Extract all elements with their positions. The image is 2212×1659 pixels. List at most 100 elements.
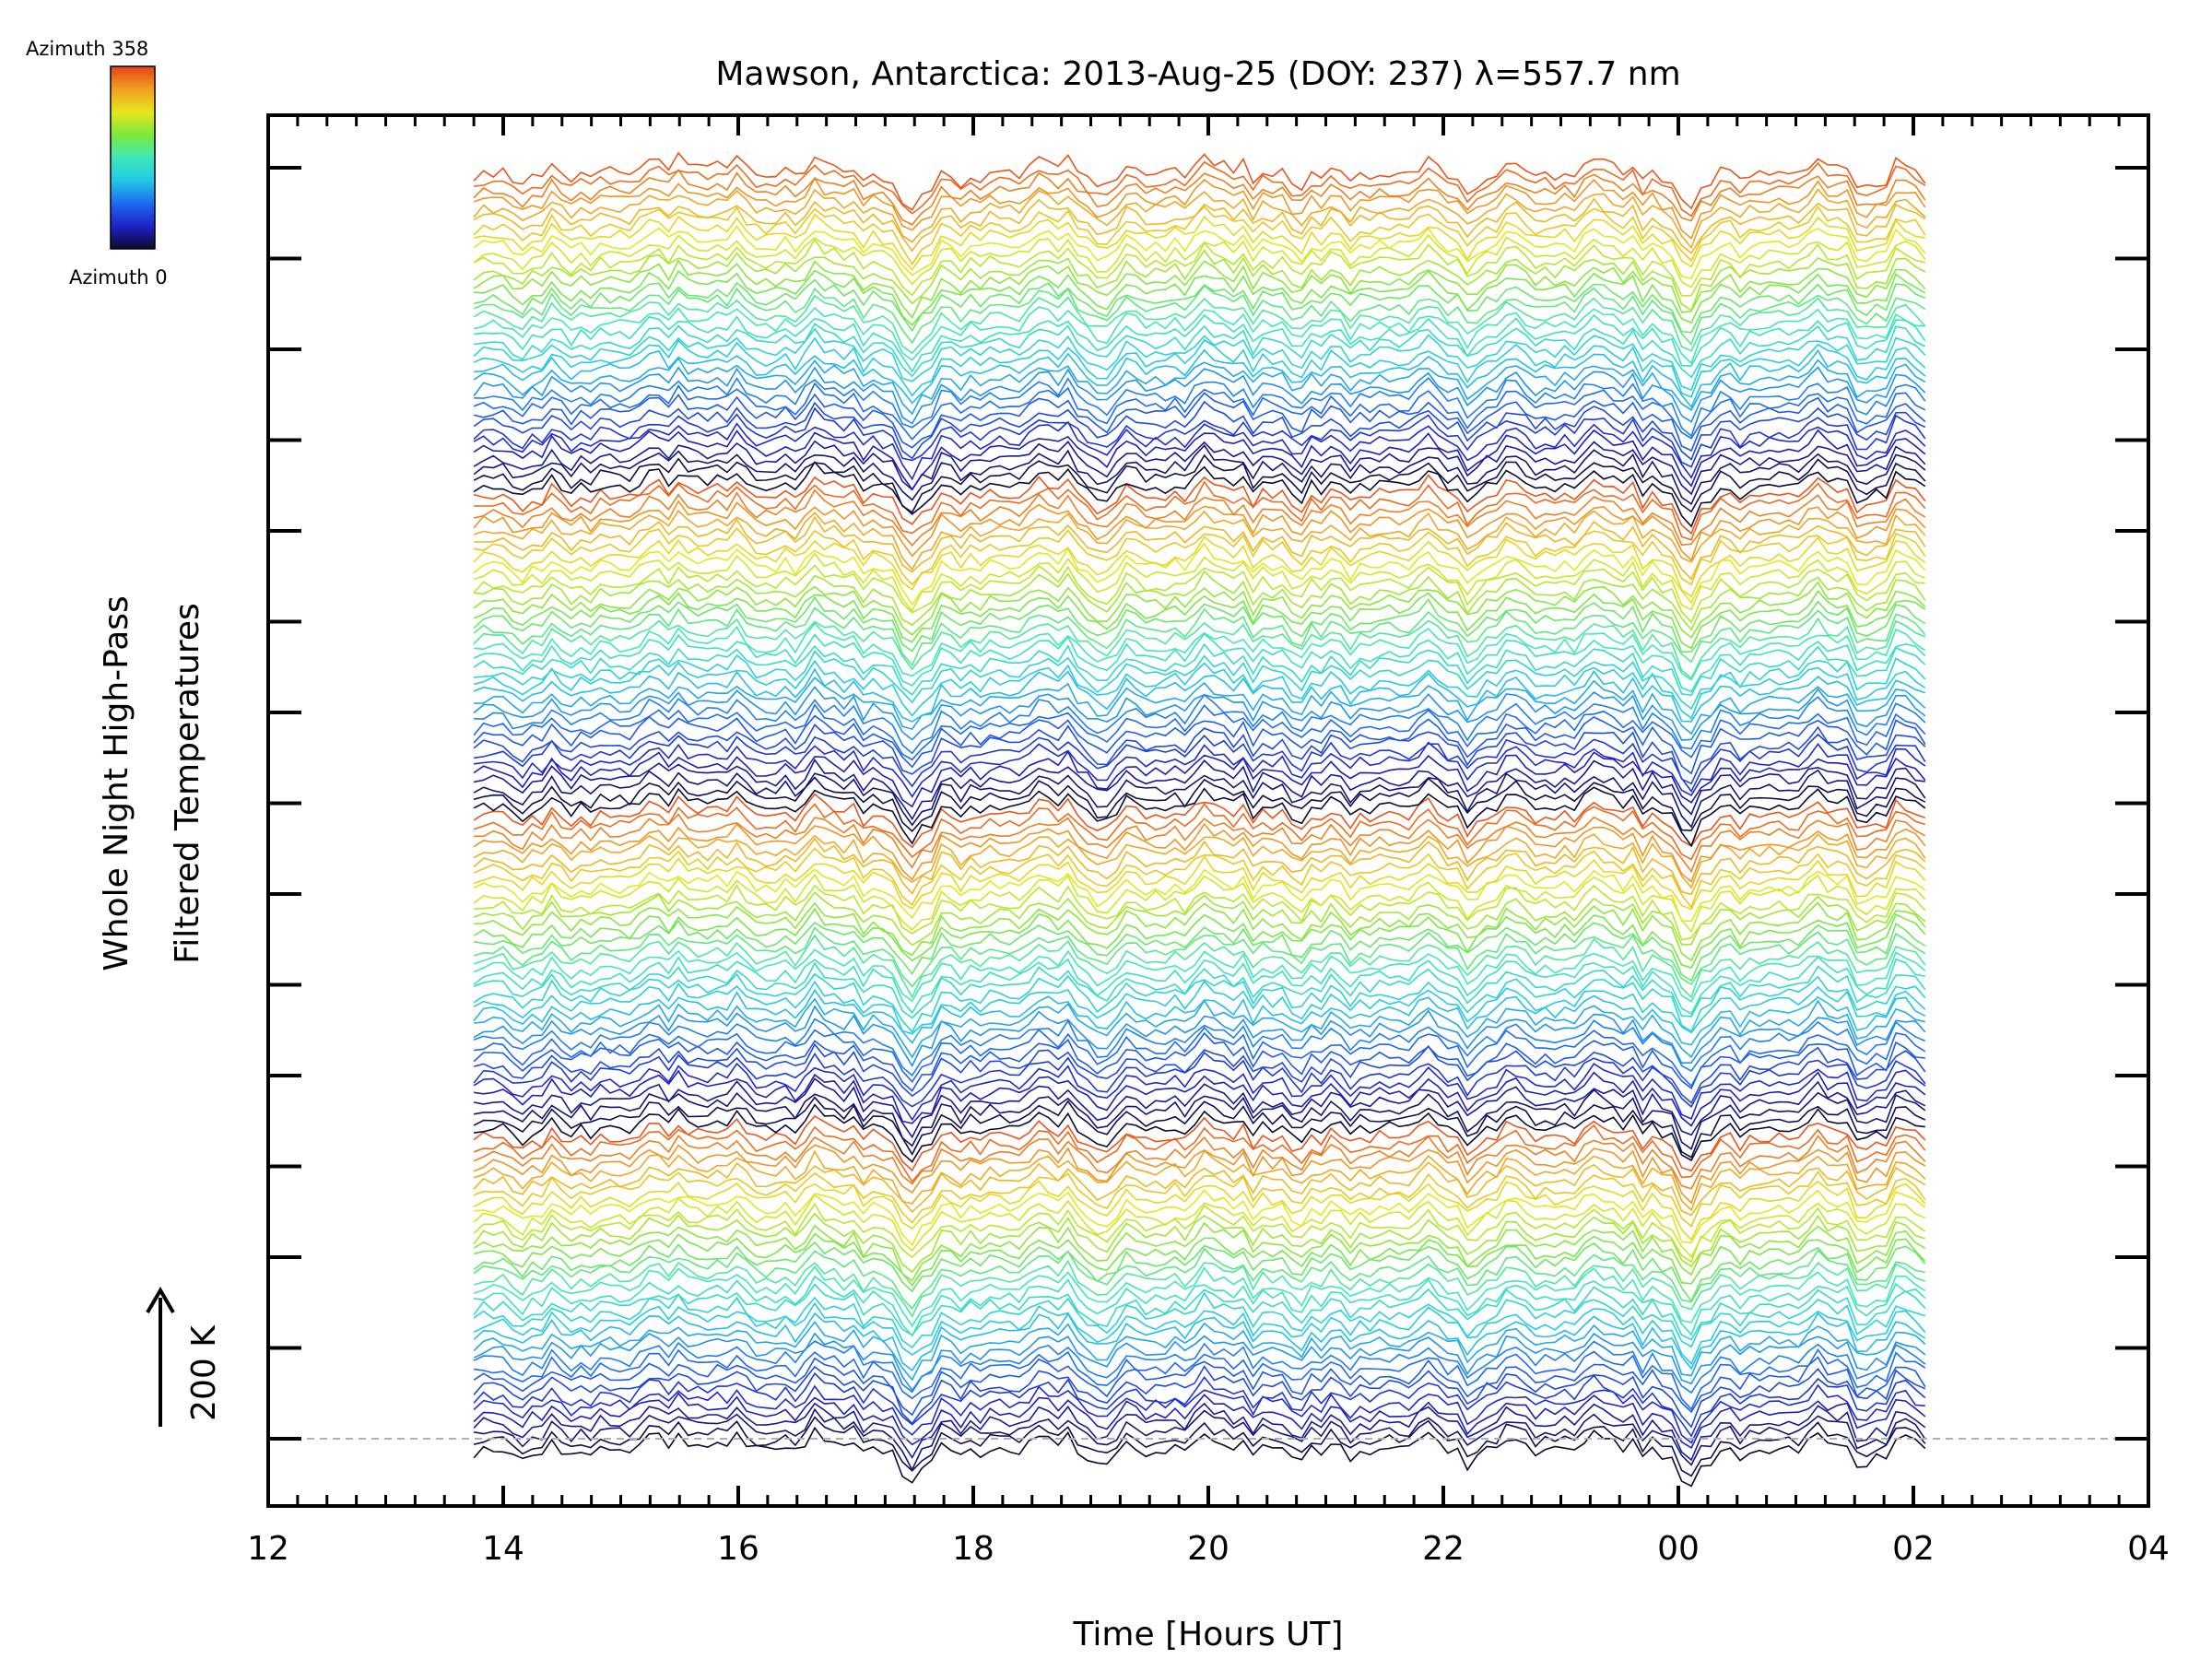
series-line	[473, 336, 1926, 398]
series-line	[473, 233, 1926, 288]
series-line	[473, 803, 1926, 861]
series-line	[473, 1259, 1926, 1318]
series-line	[473, 168, 1926, 226]
y-ticks	[268, 166, 2148, 1441]
series-line	[473, 1062, 1926, 1122]
series-line	[473, 527, 1926, 586]
scale-arrow-head	[146, 1287, 175, 1314]
scale-indicator: 200 K	[146, 1287, 223, 1427]
series-line	[473, 703, 1926, 761]
series-line	[473, 461, 1926, 528]
series-line	[473, 873, 1926, 934]
series-line	[474, 813, 1926, 874]
series-line	[473, 225, 1926, 280]
series-line	[473, 1124, 1926, 1183]
series-line	[473, 1069, 1926, 1127]
series-line	[473, 1356, 1926, 1417]
series-line	[473, 847, 1926, 910]
series-line	[473, 284, 1926, 347]
series-line	[473, 793, 1926, 849]
series-line	[473, 1096, 1926, 1159]
series-line	[473, 327, 1926, 392]
series-line	[473, 552, 1926, 613]
series-line	[473, 1365, 1926, 1429]
series-line	[473, 1088, 1926, 1150]
series-line	[473, 176, 1926, 240]
series-line	[473, 1291, 1926, 1349]
series-line	[473, 980, 1926, 1035]
series-line	[473, 382, 1926, 441]
series-line	[473, 1383, 1925, 1444]
x-tick-label: 22	[1422, 1530, 1465, 1568]
series-line	[473, 1018, 1926, 1077]
series-line	[473, 833, 1926, 889]
series-line	[473, 1144, 1926, 1205]
series-line	[473, 500, 1926, 562]
series-line	[474, 677, 1926, 735]
series-line	[474, 622, 1926, 681]
series-line	[473, 1161, 1926, 1217]
x-tick-label: 18	[952, 1530, 994, 1568]
series-line	[473, 440, 1926, 496]
series-line	[473, 1241, 1926, 1303]
series-line	[473, 429, 1926, 491]
series-line	[473, 776, 1926, 833]
y-axis-label: Whole Night High-Pass Filtered Temperatu…	[98, 595, 206, 971]
series-line	[473, 1005, 1926, 1068]
series-line	[473, 1042, 1926, 1104]
series-line	[473, 769, 1926, 829]
x-axis-label: Time [Hours UT]	[1073, 1616, 1344, 1653]
x-tick-label: 02	[1892, 1530, 1935, 1568]
series-line	[473, 988, 1926, 1046]
x-tick-label: 16	[717, 1530, 759, 1568]
series-line	[474, 901, 1926, 962]
series-line	[473, 1321, 1926, 1382]
chart-title: Mawson, Antarctica: 2013-Aug-25 (DOY: 23…	[715, 55, 1680, 93]
series-line	[473, 822, 1926, 883]
series-line	[473, 238, 1925, 297]
series-line	[473, 1114, 1926, 1172]
series-line	[473, 278, 1926, 334]
y-axis-label-line2: Filtered Temperatures	[169, 603, 206, 964]
series-line	[473, 926, 1926, 988]
x-tick-label: 20	[1187, 1530, 1230, 1568]
colorbar-bottom-label: Azimuth 0	[69, 266, 168, 288]
x-tick-label: 00	[1657, 1530, 1700, 1568]
series-line	[474, 650, 1926, 711]
series-line	[473, 667, 1926, 723]
x-tick-labels: 12 14 16 18 20 22 00 02 04	[247, 1530, 2170, 1568]
y-axis-label-line1: Whole Night High-Pass	[98, 595, 135, 971]
series-line	[474, 997, 1925, 1059]
colorbar: Azimuth 358 Azimuth 0	[26, 38, 168, 288]
series-line	[473, 392, 1926, 453]
series-line	[473, 1134, 1926, 1190]
series-line	[474, 693, 1926, 755]
series-line	[473, 606, 1926, 667]
series-line	[473, 1212, 1926, 1274]
series-line	[473, 907, 1926, 970]
series-line	[473, 972, 1926, 1034]
series-line	[473, 444, 1926, 505]
x-ticks	[266, 115, 2150, 1506]
series-line	[473, 1275, 1926, 1337]
colorbar-gradient	[110, 65, 156, 250]
series-line	[473, 535, 1926, 598]
series-line	[473, 686, 1926, 741]
series-layer	[473, 151, 1926, 1488]
series-line	[473, 632, 1926, 693]
series-line	[473, 1171, 1926, 1228]
series-line	[473, 948, 1926, 1003]
series-line	[473, 249, 1926, 312]
x-tick-label: 12	[247, 1530, 289, 1568]
series-line	[473, 420, 1926, 481]
series-line	[473, 837, 1926, 896]
series-line	[473, 1407, 1926, 1472]
series-line	[473, 1149, 1926, 1212]
series-line	[473, 259, 1926, 320]
series-line	[473, 213, 1925, 271]
series-line	[473, 1194, 1926, 1258]
series-line	[473, 1371, 1926, 1438]
series-line	[473, 1416, 1926, 1477]
series-line	[473, 1301, 1926, 1366]
